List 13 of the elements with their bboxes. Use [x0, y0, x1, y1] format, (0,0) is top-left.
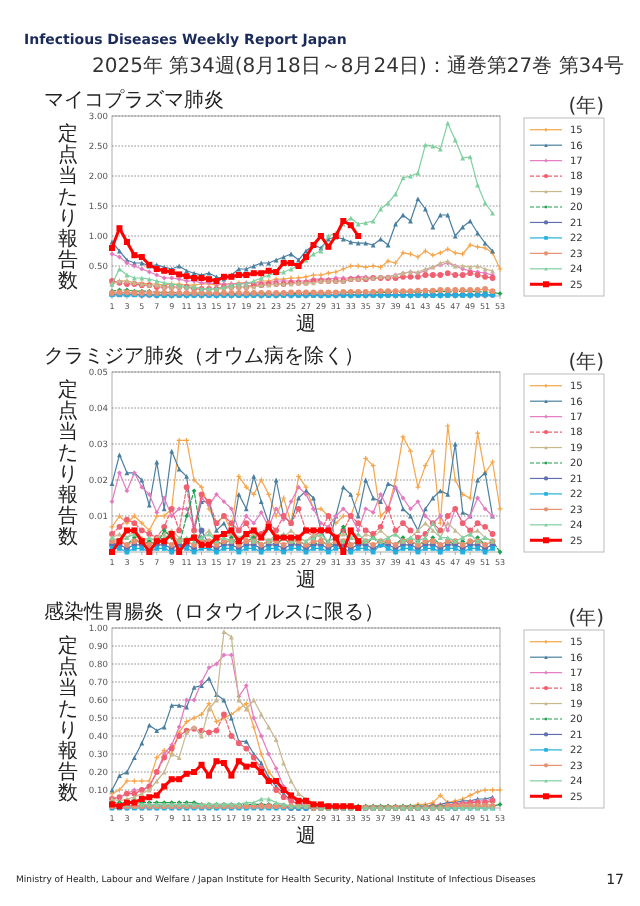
chart-title: クラミジア肺炎（オウム病を除く）	[44, 344, 364, 368]
x-axis-title: 週	[296, 314, 316, 336]
x-axis-title: 週	[296, 826, 316, 848]
chart-title: 感染性胃腸炎（ロタウイルスに限る）	[44, 600, 384, 624]
legend-title: (年)	[568, 350, 605, 374]
legend-title: (年)	[568, 94, 605, 118]
x-axis-title: 週	[296, 570, 316, 592]
y-axis-title: 定点当たり報告数	[58, 633, 78, 805]
legend-title: (年)	[568, 606, 605, 630]
y-axis-title: 定点当たり報告数	[58, 121, 78, 293]
text: 2025年 第34週(8月18日～8月24日)：通巻第27巻 第34号	[92, 54, 624, 78]
y-axis-title: 定点当たり報告数	[58, 377, 78, 549]
chart-title: マイコプラズマ肺炎	[44, 88, 224, 112]
